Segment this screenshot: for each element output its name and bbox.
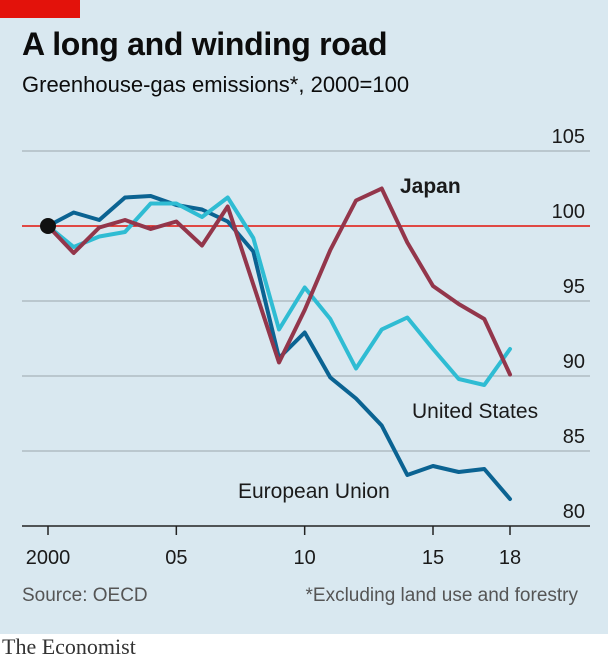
series-line-japan bbox=[46, 186, 512, 377]
x-tick-label: 2000 bbox=[26, 547, 71, 569]
series-line-eu bbox=[46, 194, 512, 501]
x-tick-label: 10 bbox=[294, 547, 316, 569]
x-tick-label: 18 bbox=[499, 547, 521, 569]
source-note: Source: OECD bbox=[22, 585, 148, 606]
series-labels: European Union United States Japan bbox=[238, 175, 538, 503]
y-tick-label: 105 bbox=[552, 126, 585, 148]
y-tick-label: 100 bbox=[552, 201, 585, 223]
series-line-us bbox=[46, 195, 512, 387]
series-lines bbox=[40, 186, 512, 501]
footnote: *Excluding land use and forestry bbox=[305, 585, 579, 606]
economist-logo-text: The Economist bbox=[2, 634, 136, 659]
y-tick-label: 90 bbox=[563, 351, 585, 373]
series-label-eu: European Union bbox=[238, 480, 390, 503]
x-axis: 2000 05 10 15 18 bbox=[26, 526, 521, 569]
x-tick-label: 15 bbox=[422, 547, 444, 569]
y-tick-label: 95 bbox=[563, 276, 585, 298]
chart-subtitle: Greenhouse-gas emissions*, 2000=100 bbox=[22, 72, 410, 97]
y-tick-label: 85 bbox=[563, 426, 585, 448]
y-tick-label: 80 bbox=[563, 501, 585, 523]
chart-title: A long and winding road bbox=[22, 26, 388, 62]
brand-red-tag bbox=[0, 0, 80, 18]
start-point-marker bbox=[40, 218, 56, 234]
line-chart: 80 85 90 95 100 105 2000 05 10 15 18 European Uni… bbox=[22, 126, 590, 569]
x-tick-label: 05 bbox=[165, 547, 187, 569]
series-label-us: United States bbox=[412, 400, 538, 423]
series-label-japan: Japan bbox=[400, 175, 461, 198]
gridlines: 80 85 90 95 100 105 bbox=[22, 126, 590, 527]
